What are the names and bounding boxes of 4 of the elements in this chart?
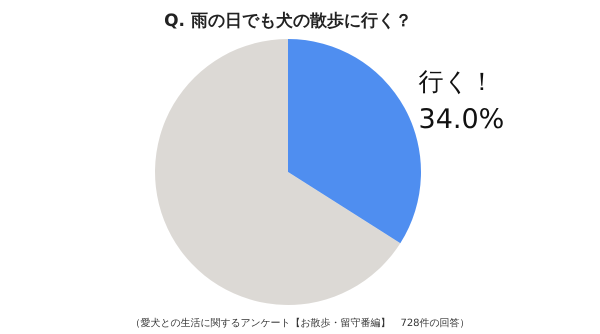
chart-title: Q. 雨の日でも犬の散歩に行く？	[164, 11, 412, 31]
data-label: 34.0%	[418, 104, 504, 135]
text: （愛犬との生活に関するアンケート【お散歩・留守番編】 728件の回答）	[130, 317, 470, 329]
slice-label: 行く！	[418, 66, 495, 96]
